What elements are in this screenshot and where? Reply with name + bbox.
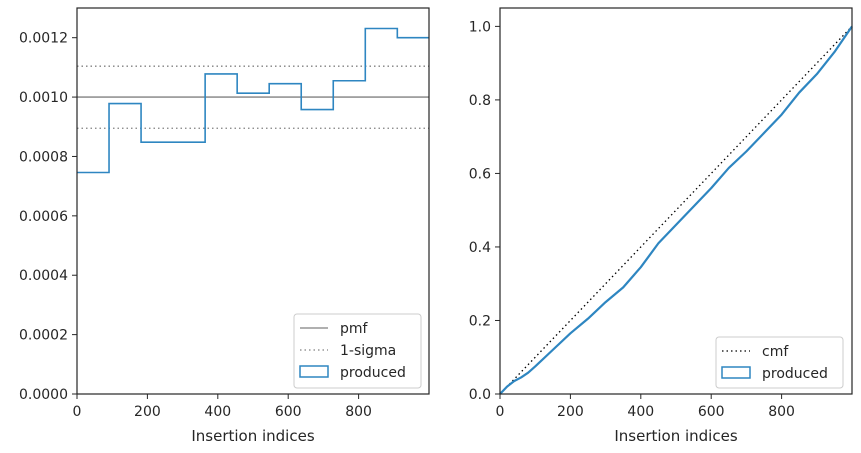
- left-y-tick-label: 0.0012: [19, 31, 68, 47]
- legend-1-sigma-label: 1-sigma: [340, 343, 396, 359]
- legend-produced-swatch: [299, 365, 329, 378]
- left-y-tick-label: 0.0006: [19, 209, 68, 225]
- right-x-tick-label: 800: [768, 404, 795, 420]
- left-plot-marks: [77, 27, 429, 174]
- right-y-tick-label: 0.2: [469, 313, 491, 329]
- left-axes-frame: [76, 7, 430, 395]
- left-y-tick-label: 0.0002: [19, 328, 68, 344]
- right-x-tick-label: 400: [627, 404, 654, 420]
- left-x-tick-label: 0: [73, 404, 82, 420]
- legend-produced-swatch: [721, 366, 751, 379]
- right-y-tick-label: 0.8: [469, 93, 491, 109]
- right-x-axis-label: Insertion indices: [614, 427, 737, 445]
- right-y-tick-label: 0.0: [469, 387, 491, 403]
- left-y-tick-label: 0.0004: [19, 268, 68, 284]
- legend-produced-label: produced: [762, 366, 828, 382]
- left-x-tick-label: 400: [204, 404, 231, 420]
- right-x-tick-label: 0: [496, 404, 505, 420]
- right-y-tick-label: 1.0: [469, 19, 491, 35]
- right-y-tick-label: 0.6: [469, 166, 491, 182]
- right-plot-marks: [499, 25, 853, 395]
- left-x-tick-label: 600: [275, 404, 302, 420]
- left-legend: pmf 1-sigma produced: [293, 313, 422, 389]
- produced-step-series: [77, 27, 429, 174]
- left-x-tick-label: 200: [134, 404, 161, 420]
- left-panel: 0 200 400 600 800 0.0000 0.0002 0.0004 0.0006 0.0…: [19, 7, 430, 445]
- right-ticks: 0 200 400 600 800 0.0 0.2 0.4 0.6 0.8 1.0: [469, 19, 795, 420]
- legend-pmf-label: pmf: [340, 321, 369, 337]
- produced-cdf-series: [499, 25, 853, 395]
- left-x-tick-label: 800: [345, 404, 372, 420]
- right-panel: 0 200 400 600 800 0.0 0.2 0.4 0.6 0.8 1.0 Insertio…: [469, 7, 853, 445]
- left-y-tick-label: 0.0000: [19, 387, 68, 403]
- cmf-line: [499, 25, 853, 395]
- legend-cmf-label: cmf: [762, 344, 789, 360]
- right-x-tick-label: 600: [698, 404, 725, 420]
- legend-produced-label: produced: [340, 365, 406, 381]
- left-x-axis-label: Insertion indices: [191, 427, 314, 445]
- left-y-tick-label: 0.0010: [19, 90, 68, 106]
- right-legend-box: [715, 336, 844, 389]
- left-ticks: 0 200 400 600 800 0.0000 0.0002 0.0004 0.0006 0.0…: [19, 31, 372, 420]
- right-y-tick-label: 0.4: [469, 240, 491, 256]
- right-axes-frame: [499, 7, 853, 395]
- right-legend: cmf produced: [715, 336, 844, 389]
- right-x-tick-label: 200: [557, 404, 584, 420]
- left-y-tick-label: 0.0008: [19, 149, 68, 165]
- left-legend-box: [293, 313, 422, 389]
